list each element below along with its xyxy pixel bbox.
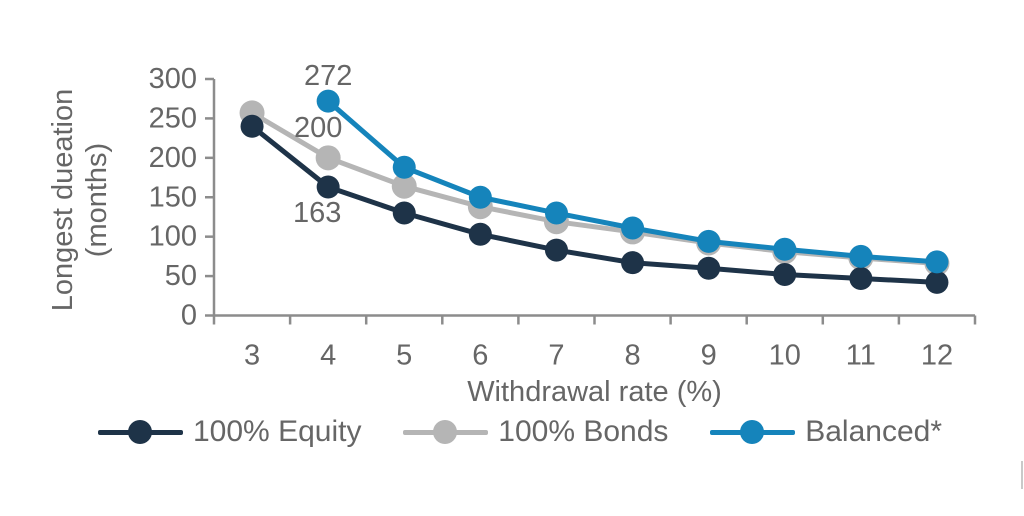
legend: 100% Equity 100% Bonds Balanced* xyxy=(98,412,942,452)
legend-dot-icon xyxy=(128,420,152,444)
legend-label-balanced: Balanced* xyxy=(805,415,942,448)
y-tick-label: 250 xyxy=(149,102,197,134)
data-point-100-equity xyxy=(316,175,340,199)
data-point-100-equity xyxy=(392,201,416,225)
data-point-100-equity xyxy=(773,263,797,287)
x-tick-label: 12 xyxy=(921,340,953,372)
data-point-balanced xyxy=(925,250,949,274)
x-tick-label: 3 xyxy=(244,340,260,372)
legend-label-100-equity: 100% Equity xyxy=(193,415,362,448)
x-axis-title: Withdrawal rate (%) xyxy=(467,376,722,408)
data-point-balanced xyxy=(544,201,568,225)
data-point-balanced xyxy=(316,89,340,113)
y-tick-label: 150 xyxy=(149,181,197,213)
data-point-100-equity xyxy=(697,256,721,280)
data-point-balanced xyxy=(392,155,416,179)
data-point-balanced xyxy=(697,229,721,253)
data-point-100-equity xyxy=(468,222,492,246)
data-point-100-equity xyxy=(621,251,645,275)
x-tick-label: 11 xyxy=(846,340,876,372)
x-tick-label: 4 xyxy=(320,340,336,372)
data-label: 163 xyxy=(293,197,341,229)
series-line-100-bonds xyxy=(249,110,940,266)
data-label: 272 xyxy=(304,60,352,92)
y-tick-label: 100 xyxy=(149,221,197,253)
data-point-100-equity xyxy=(544,238,568,262)
x-tick-label: 6 xyxy=(472,340,488,372)
data-point-balanced xyxy=(621,216,645,240)
x-tick-label: 9 xyxy=(701,340,717,372)
legend-item-balanced: Balanced* xyxy=(710,415,942,449)
x-tick-label: 10 xyxy=(769,340,801,372)
y-tick-label: 50 xyxy=(165,260,197,292)
legend-marker-balanced xyxy=(710,419,796,445)
legend-dot-icon xyxy=(433,420,458,444)
data-point-100-equity xyxy=(925,270,949,294)
legend-label-100-bonds: 100% Bonds xyxy=(498,415,669,448)
legend-marker-100-bonds xyxy=(403,419,489,445)
data-point-100-equity xyxy=(849,266,873,290)
data-point-100-bonds xyxy=(315,145,341,171)
data-label: 200 xyxy=(294,112,342,144)
data-point-balanced xyxy=(773,237,797,261)
legend-marker-100-equity xyxy=(98,419,183,445)
data-point-100-bonds xyxy=(391,173,417,199)
y-tick-label: 300 xyxy=(149,63,197,95)
right-edge-artifact xyxy=(1021,461,1023,489)
data-point-100-equity xyxy=(240,114,264,138)
y-tick-label: 0 xyxy=(181,300,197,332)
data-point-balanced xyxy=(849,244,873,268)
x-tick-label: 5 xyxy=(396,340,412,372)
legend-dot-icon xyxy=(740,420,765,444)
x-tick-label: 7 xyxy=(548,340,564,372)
series-line-100-equity xyxy=(249,123,940,285)
data-point-balanced xyxy=(468,185,492,209)
x-tick-label: 8 xyxy=(624,340,640,372)
y-tick-label: 200 xyxy=(149,142,197,174)
legend-item-100-bonds: 100% Bonds xyxy=(403,415,668,449)
legend-item-100-equity: 100% Equity xyxy=(98,415,361,449)
